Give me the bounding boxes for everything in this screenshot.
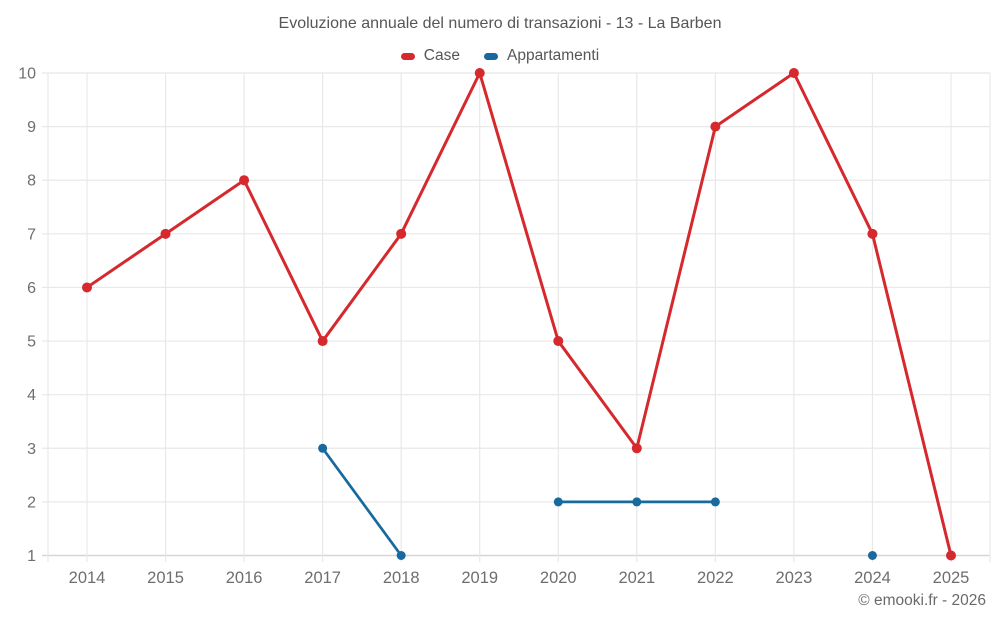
x-axis-tick-label: 2021 xyxy=(618,569,655,587)
x-axis-tick-label: 2020 xyxy=(540,569,577,587)
data-point-case-2018[interactable] xyxy=(396,228,407,239)
copyright-credit: © emooki.fr - 2026 xyxy=(858,592,986,609)
x-axis-tick-label: 2015 xyxy=(147,569,184,587)
x-axis-tick-label: 2025 xyxy=(933,569,970,587)
y-axis-tick-label: 1 xyxy=(27,548,36,565)
legend-label-case: Case xyxy=(423,47,460,64)
data-point-case-2021[interactable] xyxy=(631,443,642,454)
data-point-appartamenti-2024[interactable] xyxy=(867,551,877,560)
data-point-case-2014[interactable] xyxy=(82,282,92,293)
x-axis-tick-label: 2017 xyxy=(304,569,341,587)
data-point-case-2022[interactable] xyxy=(710,121,721,132)
x-axis-tick-label: 2024 xyxy=(854,569,891,587)
appartamenti-series-swatch-icon xyxy=(483,52,498,60)
data-point-case-2015[interactable] xyxy=(160,228,171,239)
data-point-case-2019[interactable] xyxy=(474,68,485,78)
case-series-swatch-icon xyxy=(400,52,415,60)
x-axis-tick-label: 2022 xyxy=(697,569,734,587)
series-line-case xyxy=(85,71,953,557)
legend-label-appartamenti: Appartamenti xyxy=(506,47,600,64)
data-point-case-2016[interactable] xyxy=(239,175,250,186)
chart-legend: Case Appartamenti xyxy=(0,47,1000,65)
legend-item-case[interactable]: Case xyxy=(400,47,460,65)
y-axis-tick-label: 9 xyxy=(27,119,36,136)
x-axis-tick-label: 2016 xyxy=(226,569,263,587)
x-axis-tick-label: 2014 xyxy=(69,569,106,587)
data-point-case-2020[interactable] xyxy=(553,336,564,347)
series-line-appartamenti xyxy=(321,446,403,557)
data-point-appartamenti-2018[interactable] xyxy=(396,551,406,560)
y-axis-tick-label: 10 xyxy=(18,66,36,83)
data-point-appartamenti-2021[interactable] xyxy=(632,497,642,507)
data-point-case-2025[interactable] xyxy=(946,550,956,561)
data-point-case-2024[interactable] xyxy=(867,228,878,239)
legend-item-appartamenti[interactable]: Appartamenti xyxy=(483,47,600,65)
y-axis-tick-label: 2 xyxy=(27,494,36,511)
y-axis-tick-label: 8 xyxy=(27,173,36,190)
x-axis-tick-label: 2018 xyxy=(383,569,420,587)
x-axis-tick-label: 2019 xyxy=(461,569,498,587)
data-point-case-2023[interactable] xyxy=(788,68,799,78)
data-point-appartamenti-2017[interactable] xyxy=(318,443,328,453)
data-point-appartamenti-2022[interactable] xyxy=(710,497,720,507)
y-axis-tick-label: 5 xyxy=(27,334,36,351)
y-axis-tick-label: 7 xyxy=(27,226,36,243)
data-point-appartamenti-2020[interactable] xyxy=(553,497,563,507)
data-point-case-2017[interactable] xyxy=(317,336,328,347)
y-axis-tick-label: 3 xyxy=(27,441,36,458)
y-axis-tick-label: 4 xyxy=(27,387,36,404)
chart-title: Evoluzione annuale del numero di transaz… xyxy=(278,15,722,32)
y-axis-tick-label: 6 xyxy=(27,280,36,297)
x-axis-tick-label: 2023 xyxy=(776,569,813,587)
